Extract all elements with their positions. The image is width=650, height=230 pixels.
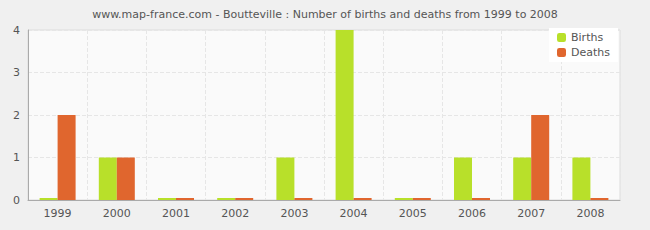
svg-text:2001: 2001: [162, 207, 190, 220]
svg-text:1999: 1999: [44, 207, 72, 220]
svg-text:2004: 2004: [340, 207, 368, 220]
svg-text:2007: 2007: [517, 207, 545, 220]
svg-text:2006: 2006: [458, 207, 486, 220]
svg-text:2: 2: [13, 109, 20, 122]
svg-text:2000: 2000: [103, 207, 131, 220]
svg-text:4: 4: [13, 24, 20, 37]
svg-text:2008: 2008: [576, 207, 604, 220]
svg-text:www.map-france.com - Bouttevil: www.map-france.com - Boutteville : Numbe…: [92, 8, 558, 21]
svg-text:2003: 2003: [280, 207, 308, 220]
svg-text:Births: Births: [571, 31, 603, 44]
svg-text:Deaths: Deaths: [571, 46, 610, 59]
svg-text:1: 1: [13, 151, 20, 164]
svg-text:2005: 2005: [399, 207, 427, 220]
svg-text:2002: 2002: [221, 207, 249, 220]
svg-text:0: 0: [13, 194, 20, 207]
svg-text:3: 3: [13, 66, 20, 79]
